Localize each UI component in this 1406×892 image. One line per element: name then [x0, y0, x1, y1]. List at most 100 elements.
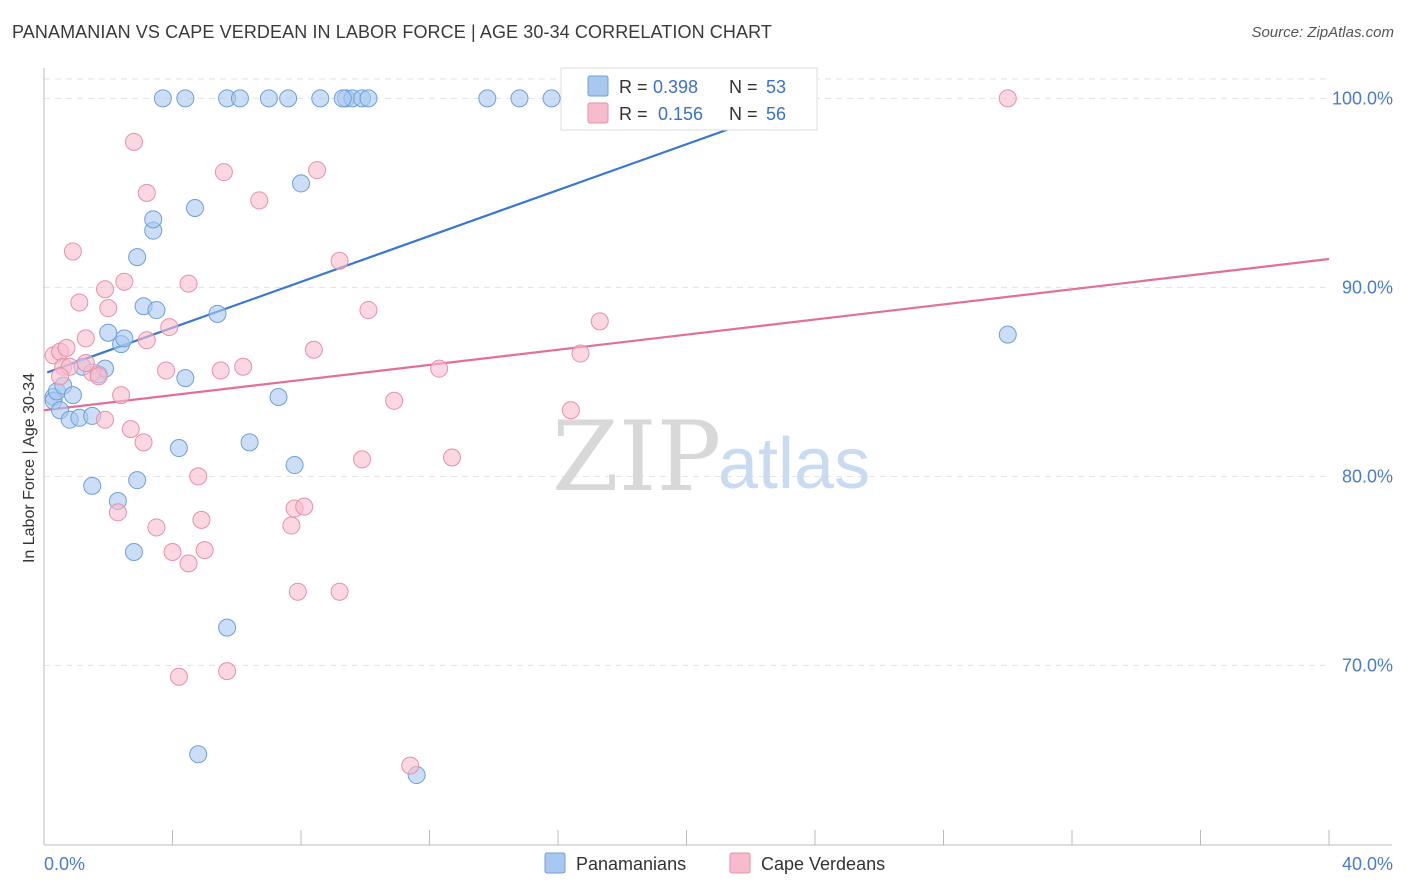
- panamanian-point-30: [285, 456, 304, 475]
- legend-swatch-panamanians: [544, 852, 566, 874]
- legend-swatch-cape-verdeans: [729, 852, 751, 874]
- series-legend: Panamanians Cape Verdeans: [544, 852, 885, 874]
- cape-verdean-point-49: [169, 667, 188, 686]
- cape-verdean-point-17: [137, 331, 156, 350]
- legend-n-label-pink: N =: [729, 104, 758, 124]
- legend-label-cape-verdeans: Cape Verdeans: [761, 854, 885, 874]
- cape-verdean-point-26: [108, 503, 127, 522]
- correlation-legend: R = 0.398 N = 53 R = 0.156 N = 56: [560, 67, 818, 131]
- panamanian-point-19: [144, 210, 163, 229]
- panamanian-point-20: [185, 198, 204, 217]
- panamanian-point-46: [359, 89, 378, 108]
- cape-verdean-point-12: [99, 299, 118, 318]
- cape-verdean-point-18: [160, 318, 179, 337]
- panamanian-point-22: [176, 369, 195, 388]
- cape-verdean-point-54: [590, 312, 609, 331]
- y-tick-label-100: 100.0%: [1332, 88, 1393, 108]
- cape-verdean-point-27: [147, 518, 166, 537]
- source-label: Source: ZipAtlas.com: [1251, 24, 1394, 41]
- cape-verdean-point-14: [63, 242, 82, 261]
- cape-verdean-point-21: [112, 386, 131, 405]
- cape-verdean-point-35: [250, 191, 269, 210]
- panamanian-point-49: [542, 89, 561, 108]
- panamanian-point-29: [269, 388, 288, 407]
- cape-verdean-point-43: [288, 582, 307, 601]
- cape-verdean-point-37: [330, 251, 349, 270]
- cape-verdean-point-11: [96, 280, 115, 299]
- panamanian-point-48: [510, 89, 529, 108]
- cape-verdean-point-38: [359, 301, 378, 320]
- cape-verdean-point-46: [385, 391, 404, 410]
- cape-verdean-point-20: [157, 361, 176, 380]
- cape-verdean-point-9: [76, 329, 95, 348]
- panamanian-point-16: [147, 301, 166, 320]
- panamanian-point-39: [230, 89, 249, 108]
- cape-verdean-point-23: [121, 420, 140, 439]
- panamanian-point-17: [128, 248, 147, 267]
- panamanian-point-24: [128, 471, 147, 490]
- y-tick-label-80: 80.0%: [1342, 466, 1393, 486]
- cape-verdean-point-25: [189, 467, 208, 486]
- cape-verdean-point-52: [561, 401, 580, 420]
- y-tick-label-90: 90.0%: [1342, 277, 1393, 297]
- legend-swatch-blue: [587, 75, 609, 97]
- cape-verdean-point-44: [330, 582, 349, 601]
- panamanian-point-12: [99, 323, 118, 342]
- watermark-atlas: atlas: [718, 424, 870, 504]
- cape-verdean-point-31: [195, 541, 214, 560]
- x-tick-label-min: 0.0%: [44, 854, 85, 874]
- legend-n-label-blue: N =: [729, 77, 758, 97]
- cape-verdean-point-32: [211, 361, 230, 380]
- legend-swatch-pink: [587, 102, 609, 124]
- cape-verdean-point-22: [96, 410, 115, 429]
- panamanian-point-36: [153, 89, 172, 108]
- data-points: [44, 89, 1017, 785]
- panamanian-point-6: [63, 386, 82, 405]
- cape-verdean-point-30: [179, 554, 198, 573]
- legend-r-label-pink: R =: [619, 104, 648, 124]
- panamanian-point-23: [169, 439, 188, 458]
- cape-verdean-point-15: [124, 132, 143, 151]
- panamanian-point-42: [311, 89, 330, 108]
- cape-verdean-point-10: [70, 293, 89, 312]
- cape-verdean-point-45: [353, 450, 372, 469]
- panamanian-point-27: [124, 543, 143, 562]
- panamanian-point-40: [259, 89, 278, 108]
- cape-verdean-point-19: [179, 274, 198, 293]
- cape-verdean-point-39: [304, 340, 323, 359]
- cape-verdean-point-34: [214, 163, 233, 182]
- panamanian-point-34: [292, 174, 310, 193]
- legend-label-panamanians: Panamanians: [576, 854, 686, 874]
- watermark-zip: ZIP: [552, 401, 721, 513]
- panamanian-point-28: [240, 433, 259, 452]
- cape-verdean-point-24: [134, 433, 153, 452]
- axis-layer: 70.0% 80.0% 90.0% 100.0% 0.0% 40.0%: [43, 68, 1393, 874]
- cape-verdean-point-36: [308, 161, 327, 180]
- panamanian-point-37: [176, 89, 195, 108]
- panamanian-point-41: [279, 89, 298, 108]
- cape-verdean-point-55: [998, 89, 1017, 108]
- panamanian-point-32: [189, 745, 208, 764]
- chart-title: PANAMANIAN VS CAPE VERDEAN IN LABOR FORC…: [12, 22, 772, 42]
- cape-verdean-point-29: [163, 543, 182, 562]
- cape-verdean-point-53: [571, 344, 590, 363]
- cape-verdean-trend-line: [43, 257, 1330, 412]
- cape-verdean-point-48: [442, 448, 461, 467]
- cape-verdean-point-28: [192, 510, 211, 529]
- panamanian-point-26: [83, 476, 102, 495]
- legend-r-value-blue: 0.398: [653, 77, 698, 97]
- cape-verdean-point-16: [137, 183, 156, 202]
- cape-verdean-point-42: [295, 497, 314, 516]
- cape-verdean-point-7: [89, 367, 108, 386]
- panamanian-point-14: [115, 329, 134, 348]
- legend-r-value-pink: 0.156: [658, 104, 703, 124]
- y-axis-label: In Labor Force | Age 30-34: [21, 373, 38, 563]
- cape-verdean-point-13: [115, 272, 134, 291]
- panamanian-point-31: [218, 618, 237, 637]
- y-tick-label-70: 70.0%: [1342, 655, 1393, 675]
- cape-verdean-point-8: [76, 353, 95, 372]
- x-tick-label-max: 40.0%: [1342, 854, 1393, 874]
- cape-verdean-point-51: [401, 756, 420, 775]
- legend-n-value-pink: 56: [766, 104, 786, 124]
- panamanian-point-47: [478, 89, 497, 108]
